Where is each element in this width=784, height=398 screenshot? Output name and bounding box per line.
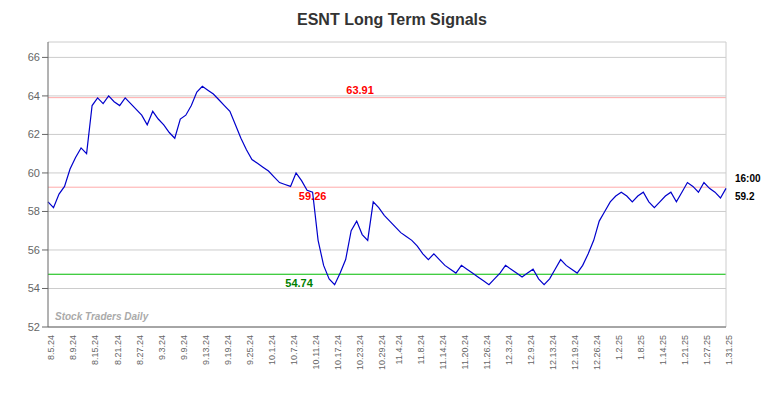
svg-text:Stock Traders Daily: Stock Traders Daily (55, 311, 149, 322)
svg-text:12.19.24: 12.19.24 (570, 335, 580, 370)
svg-text:12.26.24: 12.26.24 (592, 335, 602, 370)
svg-text:52: 52 (28, 321, 40, 333)
svg-text:10.7.24: 10.7.24 (289, 335, 299, 365)
html-text:ESNT Long Term Signals: ESNT Long Term Signals (297, 11, 487, 28)
svg-text:56: 56 (28, 244, 40, 256)
svg-text:9.9.24: 9.9.24 (179, 335, 189, 360)
svg-text:58: 58 (28, 205, 40, 217)
svg-text:1.8.25: 1.8.25 (636, 335, 646, 360)
svg-text:9.25.24: 9.25.24 (245, 335, 255, 365)
svg-text:10.29.24: 10.29.24 (377, 335, 387, 370)
svg-text:1.2.25: 1.2.25 (614, 335, 624, 360)
svg-text:12.9.24: 12.9.24 (526, 335, 536, 365)
svg-text:63.91: 63.91 (346, 84, 374, 96)
svg-text:9.19.24: 9.19.24 (223, 335, 233, 365)
svg-text:1.14.25: 1.14.25 (658, 335, 668, 365)
svg-text:10.11.24: 10.11.24 (311, 335, 321, 369)
svg-text:1.21.25: 1.21.25 (680, 335, 690, 365)
svg-text:10.1.24: 10.1.24 (267, 335, 277, 365)
svg-text:10.23.24: 10.23.24 (355, 335, 365, 370)
svg-text:11.8.24: 11.8.24 (416, 335, 426, 364)
svg-text:64: 64 (28, 90, 40, 102)
svg-text:12.3.24: 12.3.24 (504, 335, 514, 365)
svg-text:8.21.24: 8.21.24 (113, 335, 123, 365)
svg-text:54: 54 (28, 282, 40, 294)
svg-text:8.15.24: 8.15.24 (90, 335, 100, 365)
svg-text:59.2: 59.2 (735, 191, 755, 202)
svg-text:9.13.24: 9.13.24 (201, 335, 211, 365)
svg-text:16:00: 16:00 (735, 173, 761, 184)
svg-text:9.3.24: 9.3.24 (157, 335, 167, 360)
svg-text:54.74: 54.74 (285, 277, 313, 289)
svg-text:11.14.24: 11.14.24 (438, 335, 448, 369)
svg-text:12.13.24: 12.13.24 (548, 335, 558, 370)
svg-text:11.4.24: 11.4.24 (394, 335, 404, 364)
svg-text:1.31.25: 1.31.25 (724, 335, 734, 365)
svg-text:66: 66 (28, 51, 40, 63)
svg-text:1.27.25: 1.27.25 (702, 335, 712, 365)
svg-text:8.9.24: 8.9.24 (68, 335, 78, 360)
svg-text:10.17.24: 10.17.24 (333, 335, 343, 370)
svg-text:8.5.24: 8.5.24 (46, 335, 56, 360)
svg-text:62: 62 (28, 128, 40, 140)
svg-text:11.26.24: 11.26.24 (482, 335, 492, 369)
svg-text:8.27.24: 8.27.24 (135, 335, 145, 365)
svg-text:60: 60 (28, 167, 40, 179)
svg-text:11.20.24: 11.20.24 (460, 335, 470, 369)
svg-text:59.26: 59.26 (298, 190, 327, 203)
